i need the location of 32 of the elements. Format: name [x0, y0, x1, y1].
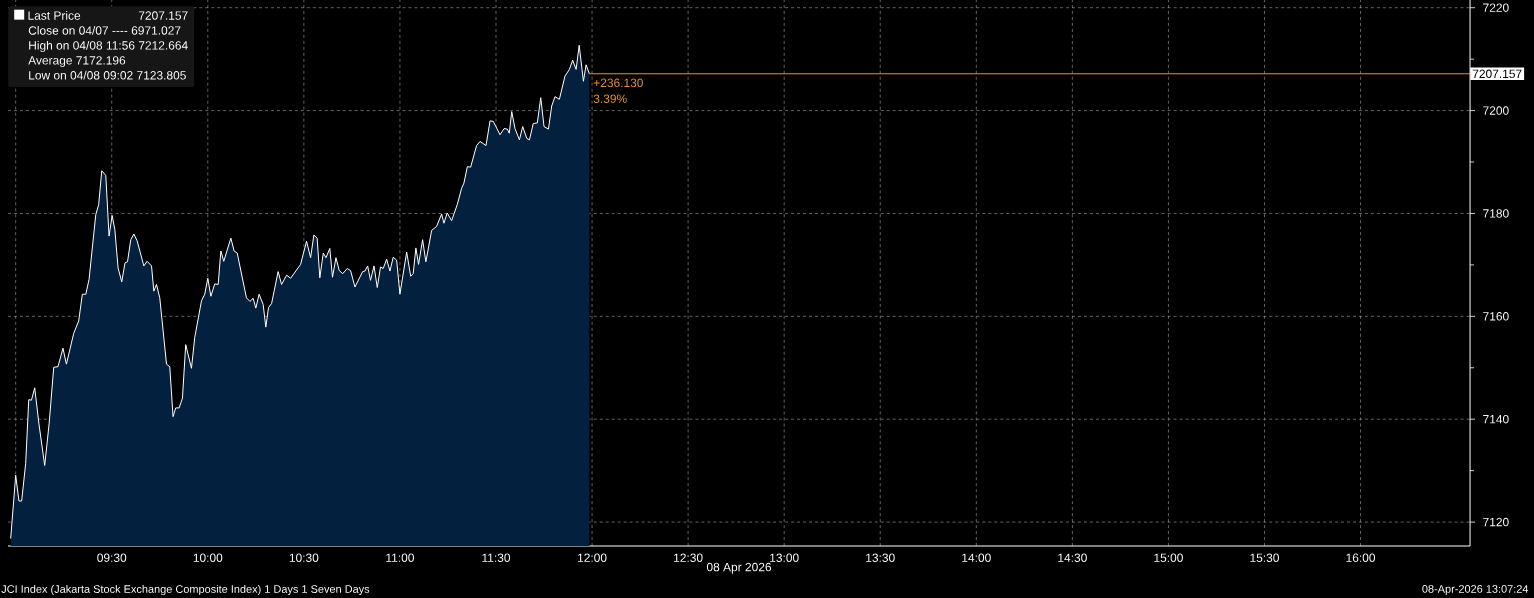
text: JCI Index (Jakarta Stock Exchange Composite Index) 1 Days 1 Seven Days — [1, 584, 370, 596]
x-tick-label: 12:30 — [674, 553, 703, 562]
y-tick-label: 7220 — [1483, 3, 1509, 12]
annotation: Low on 04/08 09:02 7123.805 — [29, 70, 186, 80]
y-tick-label: 7140 — [1483, 414, 1509, 424]
x-tick-label: 16:00 — [1346, 553, 1376, 562]
x-tick-label: 15:30 — [1250, 553, 1279, 562]
x-axis-title: 08 Apr 2026 — [706, 562, 772, 574]
annotation: 7207.157 — [138, 11, 188, 20]
annotation: High on 04/08 11:56 7212.664 — [29, 40, 188, 53]
y-tick-label: 7180 — [1483, 209, 1509, 218]
x-tick-label: 15:00 — [1154, 553, 1183, 562]
x-tick-label: 14:00 — [962, 553, 991, 562]
annotation: Close on 04/07 ---- 6971.027 — [28, 25, 181, 35]
annotation: Average 7172.196 — [28, 56, 126, 67]
x-tick-label: 10:30 — [289, 553, 319, 562]
x-tick-label: 13:30 — [866, 553, 895, 562]
x-tick-label: 12:00 — [578, 553, 607, 562]
annotation: 3.39% — [593, 94, 627, 103]
y-tick-label: 7200 — [1483, 106, 1509, 115]
annotation: +236.130 — [593, 78, 643, 88]
x-tick-label: 11:00 — [386, 553, 414, 562]
x-tick-label: 13:00 — [770, 553, 799, 562]
y-tick-label: 7120 — [1483, 517, 1509, 527]
text: 08-Apr-2026 13:07:24 — [1422, 585, 1529, 595]
x-tick-label: 14:30 — [1058, 553, 1087, 562]
y-tick-label: 7160 — [1483, 312, 1509, 321]
x-tick-label: 11:30 — [482, 553, 511, 562]
x-tick-label: 10:00 — [193, 553, 223, 562]
x-tick-label: 09:30 — [97, 553, 127, 562]
legend-label: Last Price — [28, 11, 81, 20]
ref-line-label: 7207.157 — [1472, 69, 1522, 78]
